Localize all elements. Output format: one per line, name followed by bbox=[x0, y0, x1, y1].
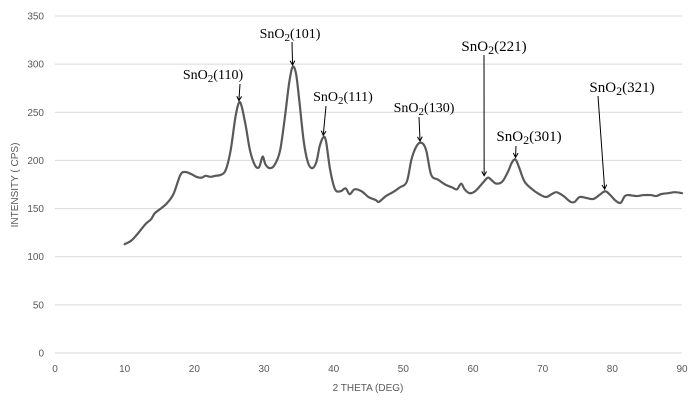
peak-annotations: SnO2(110) SnO2(101) SnO2(111) SnO2(130) SnO2… bbox=[183, 27, 655, 191]
x-tick-label: 90 bbox=[676, 364, 688, 375]
annotation-arrow bbox=[291, 41, 294, 66]
series-layer bbox=[123, 65, 684, 246]
y-axis-ticks: 0 50 100 150 200 250 300 350 bbox=[27, 12, 44, 360]
x-tick-label: 60 bbox=[467, 364, 479, 375]
peak-label: SnO2(221) bbox=[461, 39, 526, 57]
x-tick-label: 30 bbox=[258, 364, 270, 375]
arrow-head bbox=[289, 60, 296, 67]
series-line bbox=[123, 65, 684, 246]
peak-label: SnO2(321) bbox=[589, 80, 654, 98]
x-tick-label: 80 bbox=[607, 364, 619, 375]
arrow-head bbox=[417, 136, 423, 143]
annotation-arrow bbox=[418, 116, 421, 142]
y-tick-label: 150 bbox=[27, 204, 44, 215]
annotation-arrow bbox=[322, 105, 327, 136]
x-tick-label: 40 bbox=[328, 364, 340, 375]
arrow-head bbox=[601, 184, 608, 191]
arrow-head bbox=[481, 171, 487, 177]
y-tick-label: 300 bbox=[27, 60, 44, 71]
y-tick-label: 0 bbox=[38, 349, 44, 360]
y-tick-label: 100 bbox=[27, 252, 44, 263]
arrow-head bbox=[236, 95, 243, 102]
peak-label: SnO2(110) bbox=[183, 68, 244, 85]
y-tick-label: 200 bbox=[27, 156, 44, 167]
peak-label: SnO2(301) bbox=[496, 129, 561, 147]
peak-label: SnO2(130) bbox=[394, 101, 455, 118]
peak-label: SnO2(101) bbox=[260, 27, 321, 44]
y-axis-title: INTENSITY ( CPS) bbox=[10, 143, 21, 228]
annotation-arrow bbox=[514, 145, 517, 158]
x-tick-label: 50 bbox=[398, 364, 410, 375]
x-tick-label: 70 bbox=[537, 364, 549, 375]
annotation-arrow bbox=[597, 95, 606, 190]
annotation-arrow bbox=[238, 83, 241, 101]
arrow-head bbox=[320, 130, 327, 137]
x-axis-ticks: 0 10 20 30 40 50 60 70 80 90 bbox=[52, 364, 688, 375]
y-tick-label: 350 bbox=[27, 12, 44, 23]
arrow-head bbox=[512, 152, 519, 159]
x-axis-title: 2 THETA (DEG) bbox=[333, 383, 404, 394]
y-tick-label: 50 bbox=[33, 300, 45, 311]
x-tick-label: 20 bbox=[189, 364, 201, 375]
x-tick-label: 0 bbox=[52, 364, 58, 375]
peak-label: SnO2(111) bbox=[313, 90, 373, 107]
y-tick-label: 250 bbox=[27, 108, 44, 119]
x-tick-label: 10 bbox=[119, 364, 131, 375]
